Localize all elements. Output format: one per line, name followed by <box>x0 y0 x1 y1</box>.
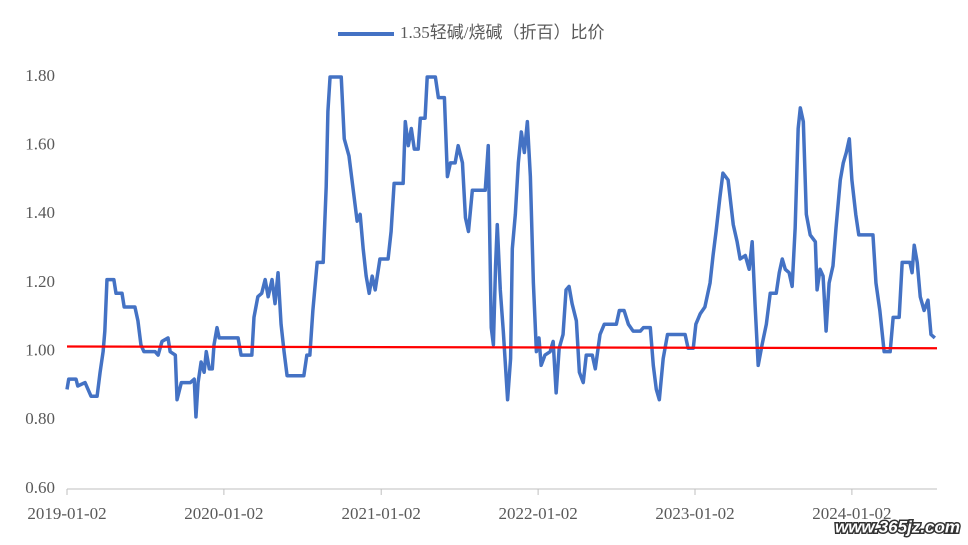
y-tick-label: 1.80 <box>25 66 55 85</box>
legend-label: 1.35轻碱/烧碱（折百）比价 <box>400 23 604 42</box>
x-tick-label: 2021-01-02 <box>342 504 421 523</box>
y-tick-label: 1.00 <box>25 341 55 360</box>
data-line <box>65 75 937 419</box>
y-tick-label: 1.20 <box>25 272 55 291</box>
x-tick-label: 2020-01-02 <box>184 504 263 523</box>
watermark: www.365jz.com <box>835 517 960 536</box>
x-tick-label: 2022-01-02 <box>498 504 577 523</box>
y-tick-label: 1.60 <box>25 135 55 154</box>
reference-line <box>66 345 938 350</box>
x-tick-label: 2024-01-02 <box>812 504 891 523</box>
y-tick-label: 0.80 <box>25 409 55 428</box>
y-tick-label: 1.40 <box>25 203 55 222</box>
y-tick-label: 0.60 <box>25 478 55 497</box>
x-tick-label: 2019-01-02 <box>27 504 106 523</box>
x-tick-label: 2023-01-02 <box>655 504 734 523</box>
